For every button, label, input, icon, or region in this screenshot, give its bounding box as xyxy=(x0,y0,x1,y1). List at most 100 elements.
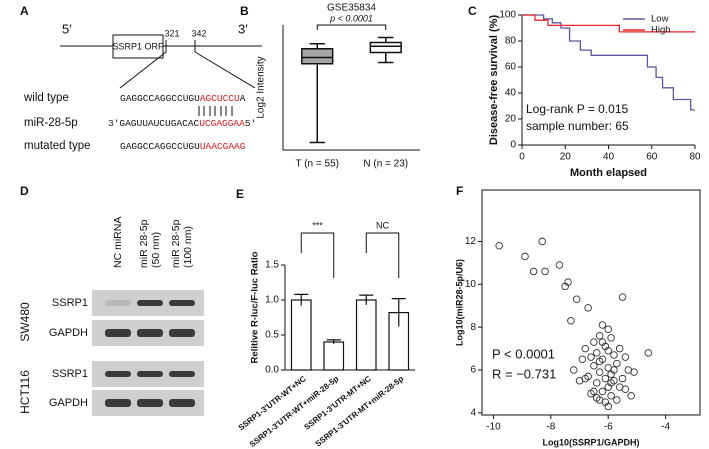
western-blot: NC miRNA miR 28-5p(50 nm) miR 28-5p(100 nm… xyxy=(18,217,204,416)
point xyxy=(598,321,607,329)
position: 342 xyxy=(191,28,206,38)
annotation: Log-rank P = 0.015 xyxy=(526,102,629,116)
y-tick-label: 0.5 xyxy=(265,330,279,341)
lane-label: miR 28-5p(50 nm) xyxy=(138,219,162,268)
point xyxy=(618,374,627,383)
lane-label-line: miR 28-5p xyxy=(170,219,182,268)
plot-frame xyxy=(481,189,701,416)
legend-label: Low xyxy=(651,14,669,25)
position: 321 xyxy=(164,28,179,38)
point xyxy=(561,282,569,291)
annotation: NC xyxy=(376,220,389,230)
y-label: Relitive R-luc/F-luc Ratio xyxy=(250,251,261,363)
x-label: Month elapsed xyxy=(570,167,647,179)
point xyxy=(604,325,612,334)
panel-label: E xyxy=(236,187,244,201)
point xyxy=(587,389,595,398)
band xyxy=(169,371,195,377)
x-tick-label: -4 xyxy=(661,422,670,433)
y-label: Log2 Intensity xyxy=(256,56,267,118)
orf-label: SSRP1 ORF xyxy=(112,41,164,51)
row-label: wild type xyxy=(23,92,69,104)
point xyxy=(592,394,601,402)
y-tick-label: 0 xyxy=(510,140,516,151)
point xyxy=(621,385,630,394)
bracket xyxy=(316,24,387,30)
x-tick-label: N (n = 23) xyxy=(363,159,408,170)
y-tick-label: 10 xyxy=(465,279,477,290)
band xyxy=(169,300,195,306)
point xyxy=(570,366,578,374)
y-tick-label: 1.0 xyxy=(265,295,279,306)
sequence-part: UCGAGGAA xyxy=(199,118,245,129)
point xyxy=(604,346,612,355)
point xyxy=(621,353,630,361)
y-tick-label: 6 xyxy=(470,365,476,376)
error-bar xyxy=(391,298,406,327)
protein-label: GAPDH xyxy=(49,397,88,409)
x-tick-label: -8 xyxy=(546,422,555,433)
error-bar xyxy=(294,293,309,306)
sequence-part: GAGGCCAGGCCUGU xyxy=(120,141,200,152)
point xyxy=(598,387,607,396)
point xyxy=(555,261,564,269)
point xyxy=(538,237,546,246)
annotation: *** xyxy=(312,220,323,230)
x-tick-label: -6 xyxy=(604,422,613,433)
panel-label: F xyxy=(456,184,463,198)
x-label: Log10(SSRP1/GAPDH) xyxy=(542,437,639,447)
point xyxy=(590,338,598,346)
box xyxy=(369,41,402,54)
row-label: miR-28-5p xyxy=(24,117,78,129)
panel-label: A xyxy=(20,4,29,18)
point xyxy=(581,344,590,353)
annotation: P < 0.0001 xyxy=(492,346,555,361)
point xyxy=(529,267,538,276)
y-tick-label: 12 xyxy=(465,236,477,247)
point xyxy=(590,361,598,370)
lane-label-line: (100 nm) xyxy=(182,226,194,268)
bracket xyxy=(300,232,335,278)
five-prime: 5′ xyxy=(62,21,72,36)
lane-label: miR 28-5p(100 nm) xyxy=(170,219,194,268)
band xyxy=(105,300,131,306)
survival-line xyxy=(522,14,695,111)
point xyxy=(615,344,624,353)
point xyxy=(607,391,615,400)
point xyxy=(541,267,549,276)
annotation: R = −0.731 xyxy=(492,366,556,381)
row-label: mutated type xyxy=(24,140,90,152)
sequence: GAGGCCAGGCCUGUAGCUCCUA xyxy=(120,93,246,104)
sequence-part: GAGGCCAGGCCUGU xyxy=(120,93,200,104)
point xyxy=(595,357,604,366)
protein-label: SSRP1 xyxy=(52,368,88,380)
band xyxy=(105,329,131,337)
bar xyxy=(355,299,377,371)
lane-label-line: (50 nm) xyxy=(150,232,162,268)
band xyxy=(105,399,131,407)
x-tick-label: -10 xyxy=(486,422,501,433)
error-bar xyxy=(326,339,341,345)
point xyxy=(610,366,618,374)
y-tick-label: 100 xyxy=(499,10,516,21)
point xyxy=(630,368,638,376)
legend-label: High xyxy=(651,25,671,36)
sequence-rows: wild type GAGGCCAGGCCUGUAGCUCCUA miR-28-5p… xyxy=(23,92,256,152)
bar xyxy=(290,299,312,371)
y-tick-label: 1.5 xyxy=(265,260,279,271)
cell-line: SW480 xyxy=(18,302,32,342)
point xyxy=(607,379,615,387)
point xyxy=(584,304,592,312)
band xyxy=(137,371,163,377)
annotation: sample number: 65 xyxy=(526,119,629,133)
x-tick-label: 40 xyxy=(603,152,615,163)
point xyxy=(627,391,635,400)
sequence: 3′GAGUUAUCUGACACUCGAGGAA5′ xyxy=(108,118,256,129)
box xyxy=(301,48,334,65)
bracket xyxy=(365,232,400,278)
sequence-part: UAACGAAG xyxy=(200,141,246,152)
zoom-line xyxy=(194,51,256,89)
sequence-part: AGCUCCU xyxy=(200,93,240,104)
band xyxy=(169,329,195,337)
panel-label: D xyxy=(20,184,29,198)
